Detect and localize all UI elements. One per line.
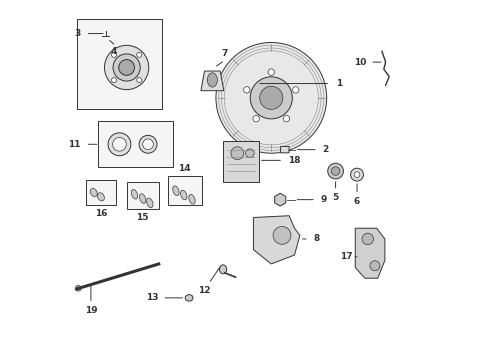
Circle shape <box>137 52 142 57</box>
Text: 19: 19 <box>84 306 97 315</box>
Circle shape <box>259 86 282 109</box>
Bar <box>77 19 162 109</box>
Text: 5: 5 <box>332 193 338 202</box>
Text: 6: 6 <box>353 197 360 206</box>
Circle shape <box>350 168 363 181</box>
Circle shape <box>111 52 116 57</box>
Text: 17: 17 <box>339 252 352 261</box>
Circle shape <box>353 172 359 177</box>
Bar <box>98 121 173 167</box>
Ellipse shape <box>180 190 186 200</box>
Circle shape <box>245 149 254 157</box>
Ellipse shape <box>139 194 145 203</box>
Bar <box>85 180 116 205</box>
Ellipse shape <box>146 198 153 208</box>
Circle shape <box>142 139 153 150</box>
Circle shape <box>267 69 274 75</box>
Bar <box>167 176 201 205</box>
Polygon shape <box>354 228 384 278</box>
Circle shape <box>272 226 290 244</box>
Circle shape <box>331 167 339 175</box>
Text: 4: 4 <box>111 47 117 56</box>
Ellipse shape <box>185 295 193 301</box>
Circle shape <box>104 45 148 90</box>
Text: 11: 11 <box>68 140 81 149</box>
Circle shape <box>292 87 298 93</box>
Text: 10: 10 <box>353 58 365 67</box>
Circle shape <box>250 77 292 119</box>
Circle shape <box>111 78 116 82</box>
Text: 14: 14 <box>178 164 190 173</box>
Text: 3: 3 <box>75 29 81 38</box>
Ellipse shape <box>188 194 195 204</box>
Text: 18: 18 <box>287 156 300 165</box>
Circle shape <box>252 116 259 122</box>
Ellipse shape <box>207 73 217 87</box>
Ellipse shape <box>172 186 179 195</box>
Bar <box>126 182 159 208</box>
Polygon shape <box>223 141 258 182</box>
Polygon shape <box>274 193 285 206</box>
Text: 13: 13 <box>145 293 158 302</box>
Circle shape <box>327 163 343 179</box>
Text: 9: 9 <box>320 195 326 204</box>
Polygon shape <box>201 71 224 91</box>
Circle shape <box>113 54 140 81</box>
Circle shape <box>361 233 373 245</box>
Circle shape <box>283 116 289 122</box>
Circle shape <box>243 87 249 93</box>
Ellipse shape <box>219 265 226 274</box>
Text: 7: 7 <box>221 49 227 58</box>
Text: 1: 1 <box>335 79 341 88</box>
Circle shape <box>108 133 131 156</box>
Circle shape <box>137 78 142 82</box>
Circle shape <box>369 261 379 271</box>
Circle shape <box>75 285 81 291</box>
Text: 15: 15 <box>136 213 149 222</box>
Ellipse shape <box>131 189 138 199</box>
Text: 12: 12 <box>198 286 210 295</box>
FancyBboxPatch shape <box>280 147 288 153</box>
Circle shape <box>119 60 134 75</box>
Polygon shape <box>253 216 299 264</box>
Text: 8: 8 <box>313 234 319 243</box>
Circle shape <box>216 42 326 153</box>
Ellipse shape <box>97 193 104 201</box>
Circle shape <box>230 147 244 159</box>
Text: 2: 2 <box>322 145 328 154</box>
Text: 16: 16 <box>95 209 107 218</box>
Ellipse shape <box>90 188 97 197</box>
Circle shape <box>112 138 126 151</box>
Circle shape <box>139 135 157 153</box>
